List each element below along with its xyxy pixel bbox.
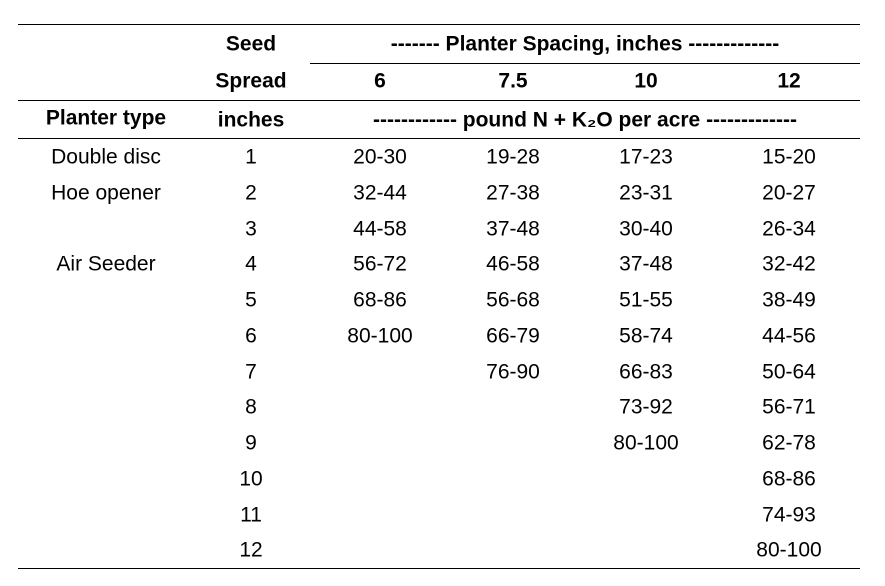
- rate-cell: 37-48: [619, 252, 673, 276]
- body-rule: [18, 138, 860, 139]
- top-rule: [18, 24, 860, 25]
- planter-type: Air Seeder: [56, 252, 156, 276]
- rate-cell: 32-42: [762, 252, 816, 276]
- rate-cell: 17-23: [619, 145, 673, 169]
- header-seed: Seed: [225, 32, 277, 56]
- header-spacing: 6: [374, 69, 386, 93]
- seed-spread: 4: [245, 252, 257, 276]
- rate-cell: 30-40: [619, 217, 673, 240]
- rate-cell: 68-86: [762, 467, 816, 491]
- seed-spread: 12: [239, 538, 263, 562]
- planter-type: Hoe opener: [51, 181, 161, 205]
- header-spacing: 12: [777, 69, 801, 93]
- rate-cell: 15-20: [762, 145, 816, 169]
- rate-cell: 27-38: [486, 181, 540, 205]
- rate-cell: 32-44: [353, 181, 407, 205]
- seed-spread: 9: [245, 431, 257, 455]
- rate-cell: 56-71: [762, 395, 816, 419]
- rate-cell: 58-74: [619, 324, 673, 348]
- rate-cell: 44-58: [353, 217, 407, 240]
- header-spacing: 7.5: [498, 69, 528, 93]
- rate-cell: 20-27: [762, 181, 816, 205]
- rate-cell: 56-68: [486, 288, 540, 312]
- rate-cell: 62-78: [762, 431, 816, 455]
- header-inches: inches: [217, 108, 285, 132]
- seed-spread: 2: [245, 181, 257, 205]
- planter-type: Double disc: [51, 145, 161, 169]
- seed-spread: 3: [245, 217, 257, 240]
- rate-cell: 37-48: [486, 217, 540, 240]
- header-unit-title: ------------ pound N + K₂O per acre ----…: [373, 108, 797, 132]
- rate-cell: 66-83: [619, 360, 673, 383]
- rate-cell: 56-72: [353, 252, 407, 276]
- header-spread: Spread: [215, 69, 287, 93]
- bottom-rule: [18, 568, 860, 569]
- rate-cell: 23-31: [619, 181, 673, 205]
- rate-cell: 80-100: [347, 324, 413, 348]
- seed-spread: 1: [245, 145, 257, 169]
- seed-spread: 11: [240, 503, 262, 526]
- seed-spread: 10: [239, 467, 263, 491]
- header-spacing: 10: [634, 69, 658, 93]
- header-planter-type: Planter type: [45, 106, 167, 130]
- rate-cell: 51-55: [619, 288, 673, 312]
- seed-spread: 7: [245, 360, 257, 383]
- rate-cell: 76-90: [486, 360, 540, 383]
- spacing-rule: [310, 63, 860, 64]
- rate-cell: 68-86: [353, 288, 407, 312]
- rate-cell: 80-100: [613, 431, 679, 455]
- rate-cell: 66-79: [486, 324, 540, 348]
- rate-cell: 38-49: [762, 288, 816, 312]
- seed-spread: 5: [245, 288, 257, 312]
- header-rule: [18, 100, 860, 101]
- rate-cell: 19-28: [486, 145, 540, 169]
- rate-cell: 73-92: [619, 395, 673, 419]
- rate-cell: 44-56: [762, 324, 816, 348]
- seed-spread: 8: [245, 395, 257, 419]
- rate-cell: 26-34: [762, 217, 816, 240]
- rate-cell: 80-100: [756, 538, 822, 562]
- rate-cell: 74-93: [762, 503, 816, 526]
- header-spacing-title: ------- Planter Spacing, inches --------…: [390, 32, 780, 56]
- rate-cell: 46-58: [486, 252, 540, 276]
- rate-cell: 50-64: [762, 360, 816, 383]
- seed-spread: 6: [245, 324, 257, 348]
- rate-cell: 20-30: [353, 145, 407, 169]
